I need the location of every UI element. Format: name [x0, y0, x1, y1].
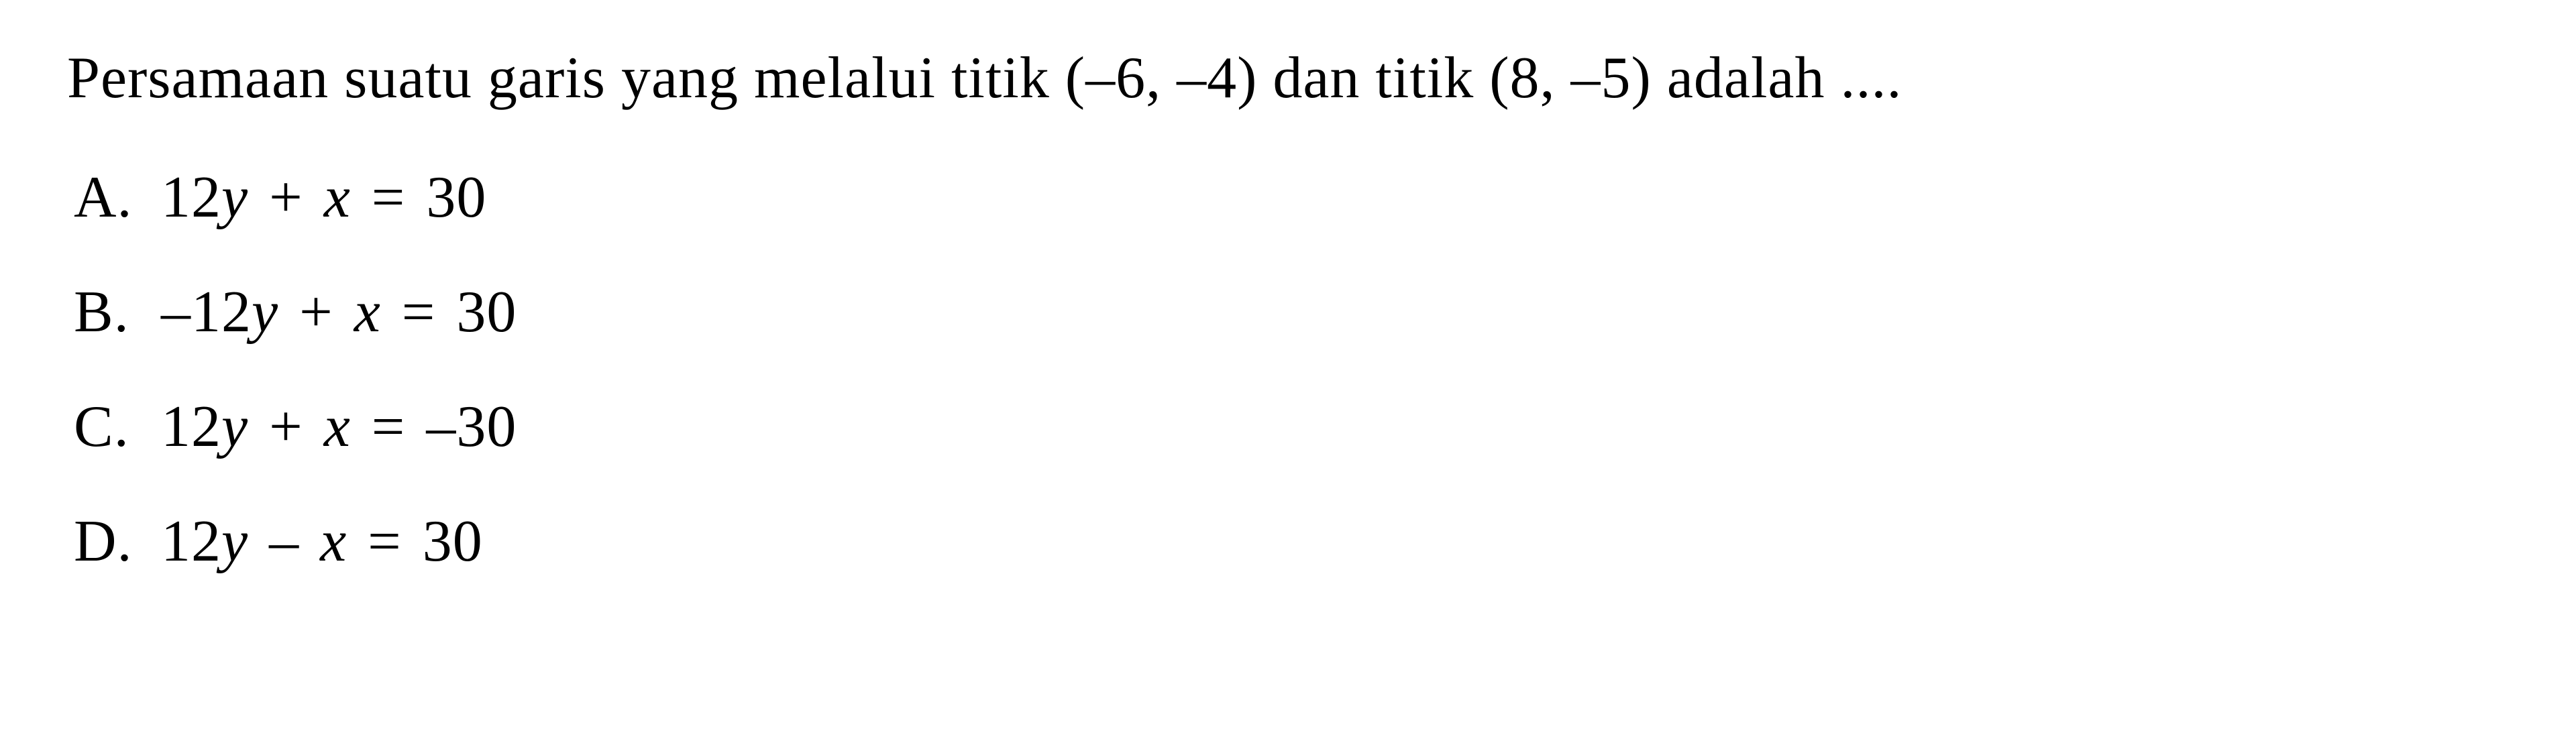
option-equation: 12y + x = 30 — [161, 164, 486, 231]
eq-op2: = — [352, 509, 417, 574]
eq-op1: + — [284, 280, 349, 345]
eq-rhs: –30 — [426, 394, 517, 459]
eq-var2: x — [324, 165, 351, 230]
eq-prefix: –12 — [161, 280, 252, 345]
eq-var2: x — [324, 394, 351, 459]
eq-rhs: 30 — [426, 165, 486, 230]
option-equation: 12y – x = 30 — [161, 508, 483, 575]
option-label: D. — [74, 508, 161, 575]
eq-op2: = — [356, 394, 421, 459]
option-equation: 12y + x = –30 — [161, 393, 517, 461]
eq-var1: y — [221, 165, 248, 230]
eq-var2: x — [320, 509, 347, 574]
option-label: C. — [74, 393, 161, 461]
eq-rhs: 30 — [456, 280, 517, 345]
option-a: A. 12y + x = 30 — [74, 164, 2509, 231]
eq-op2: = — [386, 280, 451, 345]
eq-var1: y — [252, 280, 278, 345]
eq-prefix: 12 — [161, 165, 221, 230]
eq-var1: y — [221, 509, 248, 574]
option-c: C. 12y + x = –30 — [74, 393, 2509, 461]
option-d: D. 12y – x = 30 — [74, 508, 2509, 575]
eq-op1: – — [254, 509, 315, 574]
option-b: B. –12y + x = 30 — [74, 278, 2509, 346]
eq-var2: x — [354, 280, 381, 345]
eq-prefix: 12 — [161, 509, 221, 574]
eq-var1: y — [221, 394, 248, 459]
eq-rhs: 30 — [423, 509, 483, 574]
options-container: A. 12y + x = 30 B. –12y + x = 30 C. 12y … — [67, 164, 2509, 575]
option-label: B. — [74, 278, 161, 346]
eq-prefix: 12 — [161, 394, 221, 459]
option-label: A. — [74, 164, 161, 231]
eq-op1: + — [254, 165, 319, 230]
question-text: Persamaan suatu garis yang melalui titik… — [67, 40, 2509, 117]
option-equation: –12y + x = 30 — [161, 278, 517, 346]
eq-op2: = — [356, 165, 421, 230]
eq-op1: + — [254, 394, 319, 459]
